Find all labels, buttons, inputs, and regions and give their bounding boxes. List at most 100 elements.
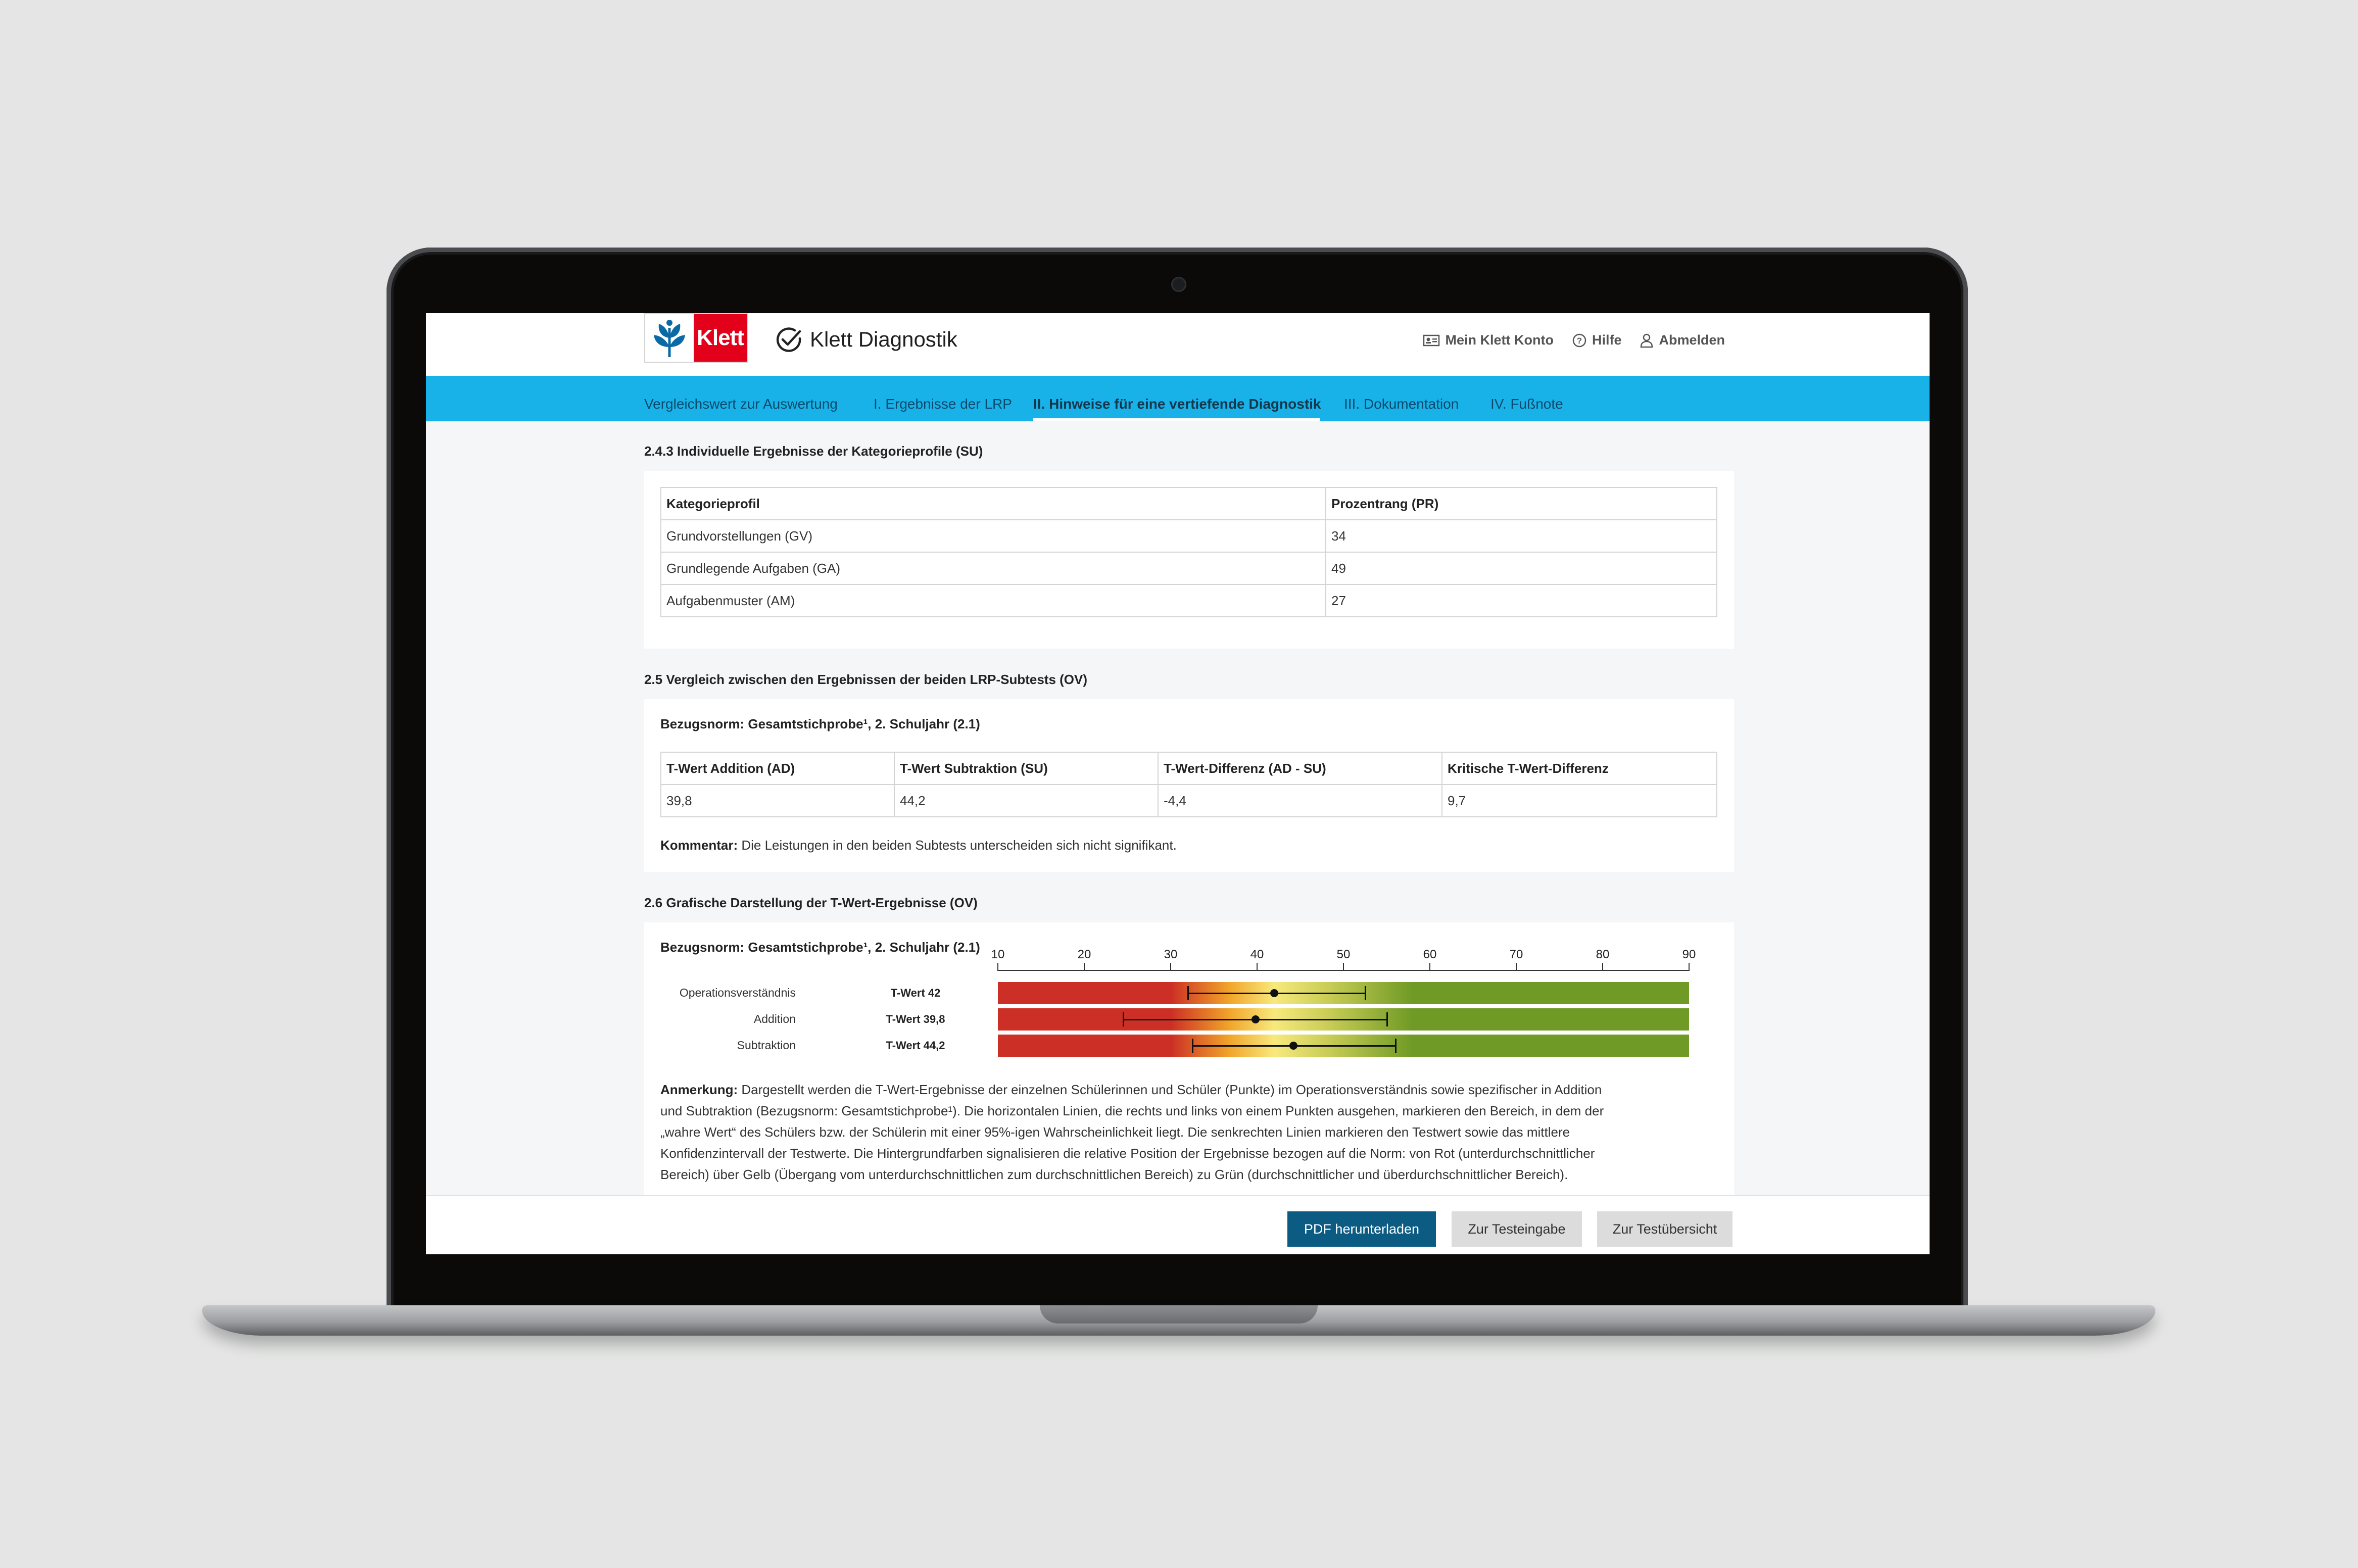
tab-vergleichswert[interactable]: Vergleichswert zur Auswertung [644, 396, 838, 412]
x-tick-label: 70 [1509, 948, 1523, 961]
table-row: Grundvorstellungen (GV) 34 [660, 519, 1717, 553]
table-row: 39,8 44,2 -4,4 9,7 [660, 784, 1717, 817]
section-25-card: Bezugsnorm: Gesamtstichprobe¹, 2. Schulj… [644, 699, 1734, 872]
tab-bar: Vergleichswert zur Auswertung I. Ergebni… [426, 376, 1930, 421]
x-tick-label: 10 [991, 948, 1005, 961]
x-tick-label: 40 [1250, 948, 1264, 961]
table-cell: 9,7 [1441, 784, 1717, 817]
tab-dokumentation[interactable]: III. Dokumentation [1344, 396, 1459, 412]
t-value-point [1251, 1015, 1260, 1023]
t-value-label: T-Wert 42 [890, 987, 941, 999]
column-header: T-Wert Addition (AD) [660, 752, 895, 785]
x-tick-label: 90 [1682, 948, 1696, 961]
footer-actions: PDF herunterladen Zur Testeingabe Zur Te… [426, 1195, 1930, 1254]
column-header: Kategorieprofil [660, 487, 1326, 520]
x-axis-tick [1170, 963, 1171, 971]
logout-link[interactable]: Abmelden [1640, 332, 1725, 348]
table-cell: 27 [1325, 584, 1717, 617]
section-25-comment: Kommentar: Die Leistungen in den beiden … [660, 835, 1177, 856]
confidence-interval-tick [1187, 986, 1189, 1000]
klett-logo[interactable]: Klett [644, 313, 748, 363]
x-tick-label: 80 [1596, 948, 1610, 961]
category-profile-table: Kategorieprofil Prozentrang (PR) Grundvo… [660, 487, 1717, 617]
brand: Klett Diagnostik [775, 325, 957, 354]
help-icon: ? [1572, 333, 1586, 347]
laptop-notch [1040, 1305, 1318, 1324]
t-value-point [1270, 989, 1279, 997]
brand-name: Klett Diagnostik [810, 327, 957, 351]
pdf-download-button[interactable]: PDF herunterladen [1287, 1211, 1436, 1247]
x-axis-tick [1602, 963, 1603, 971]
t-value-label: T-Wert 44,2 [886, 1039, 945, 1052]
series-label: Addition [753, 1012, 796, 1025]
account-label: Mein Klett Konto [1445, 332, 1554, 348]
x-axis-tick [1257, 963, 1258, 971]
series-label: Operationsverständnis [679, 986, 796, 999]
note-label: Anmerkung: [660, 1082, 738, 1097]
column-header: T-Wert Subtraktion (SU) [894, 752, 1159, 785]
klett-plant-icon [645, 314, 694, 362]
x-tick-label: 60 [1423, 948, 1437, 961]
x-axis-tick [1516, 963, 1517, 971]
note-line: Bereich) über Gelb (Übergang vom unterdu… [660, 1167, 1568, 1182]
active-tab-indicator [1033, 418, 1320, 421]
table-row: Aufgabenmuster (AM) 27 [660, 584, 1717, 617]
webcam [1171, 277, 1186, 292]
x-axis-tick [1689, 963, 1690, 971]
app-screen: Klett Klett Diagnostik Mein Klett Konto [426, 313, 1930, 1254]
section-26-title: 2.6 Grafische Darstellung der T-Wert-Erg… [644, 895, 978, 910]
help-link[interactable]: ? Hilfe [1572, 332, 1622, 348]
confidence-interval-tick [1364, 986, 1366, 1000]
x-tick-label: 20 [1077, 948, 1091, 961]
t-value-chart: 10 20 30 40 50 60 70 80 90 Operationsverständnis T… [644, 922, 1734, 1074]
note-line: „wahre Wert“ des Schülers bzw. der Schül… [660, 1124, 1570, 1140]
tab-fussnote[interactable]: IV. Fußnote [1490, 396, 1563, 412]
section-26-norm: Bezugsnorm: Gesamtstichprobe¹, 2. Schulj… [660, 940, 980, 955]
section-243-title: 2.4.3 Individuelle Ergebnisse der Katego… [644, 444, 983, 459]
section-26-note: Anmerkung: Dargestellt werden die T-Wert… [660, 1079, 1721, 1185]
note-line: Konfidenzintervall der Testwerte. Die Hi… [660, 1146, 1595, 1161]
check-circle-icon [776, 327, 801, 352]
klett-logo-text: Klett [694, 314, 747, 362]
test-input-button[interactable]: Zur Testeingabe [1452, 1211, 1582, 1247]
t-value-label: T-Wert 39,8 [886, 1013, 945, 1025]
tab-ergebnisse[interactable]: I. Ergebnisse der LRP [874, 396, 1012, 412]
table-cell: 44,2 [894, 784, 1159, 817]
x-axis-tick [1084, 963, 1085, 971]
tab-hinweise[interactable]: II. Hinweise für eine vertiefende Diagno… [1033, 396, 1321, 412]
table-header-row: T-Wert Addition (AD) T-Wert Subtraktion … [660, 752, 1717, 785]
confidence-interval-tick [1386, 1012, 1388, 1026]
help-label: Hilfe [1592, 332, 1622, 348]
note-line: und Subtraktion (Bezugsnorm: Gesamtstich… [660, 1103, 1604, 1118]
table-cell: Aufgabenmuster (AM) [660, 584, 1326, 617]
section-243-card: Kategorieprofil Prozentrang (PR) Grundvo… [644, 471, 1734, 649]
x-axis-tick [1429, 963, 1430, 971]
comment-text: Die Leistungen in den beiden Subtests un… [738, 838, 1177, 853]
x-tick-label: 30 [1164, 948, 1178, 961]
account-link[interactable]: Mein Klett Konto [1423, 332, 1554, 348]
t-value-point [1289, 1042, 1297, 1050]
section-25-norm: Bezugsnorm: Gesamtstichprobe¹, 2. Schulj… [660, 716, 980, 731]
table-cell: Grundlegende Aufgaben (GA) [660, 552, 1326, 585]
column-header: Prozentrang (PR) [1325, 487, 1717, 520]
section-26-card: Bezugsnorm: Gesamtstichprobe¹, 2. Schulj… [644, 922, 1734, 1195]
column-header: T-Wert-Differenz (AD - SU) [1158, 752, 1442, 785]
section-25-title: 2.5 Vergleich zwischen den Ergebnissen d… [644, 672, 1088, 687]
svg-text:?: ? [1577, 336, 1582, 346]
note-line: Dargestellt werden die T-Wert-Ergebnisse… [738, 1082, 1602, 1097]
table-cell: -4,4 [1158, 784, 1442, 817]
table-row: Grundlegende Aufgaben (GA) 49 [660, 552, 1717, 585]
id-card-icon [1423, 334, 1440, 346]
top-nav: Mein Klett Konto ? Hilfe Abmelden [1423, 332, 1725, 348]
table-cell: Grundvorstellungen (GV) [660, 519, 1326, 553]
test-overview-button[interactable]: Zur Testübersicht [1597, 1211, 1733, 1247]
header: Klett Klett Diagnostik Mein Klett Konto [426, 313, 1930, 376]
x-tick-label: 50 [1336, 948, 1351, 961]
t-value-comparison-table: T-Wert Addition (AD) T-Wert Subtraktion … [660, 752, 1717, 817]
table-header-row: Kategorieprofil Prozentrang (PR) [660, 487, 1717, 520]
confidence-interval-tick [1394, 1039, 1397, 1053]
table-cell: 49 [1325, 552, 1717, 585]
table-cell: 34 [1325, 519, 1717, 553]
table-cell: 39,8 [660, 784, 895, 817]
column-header: Kritische T-Wert-Differenz [1441, 752, 1717, 785]
